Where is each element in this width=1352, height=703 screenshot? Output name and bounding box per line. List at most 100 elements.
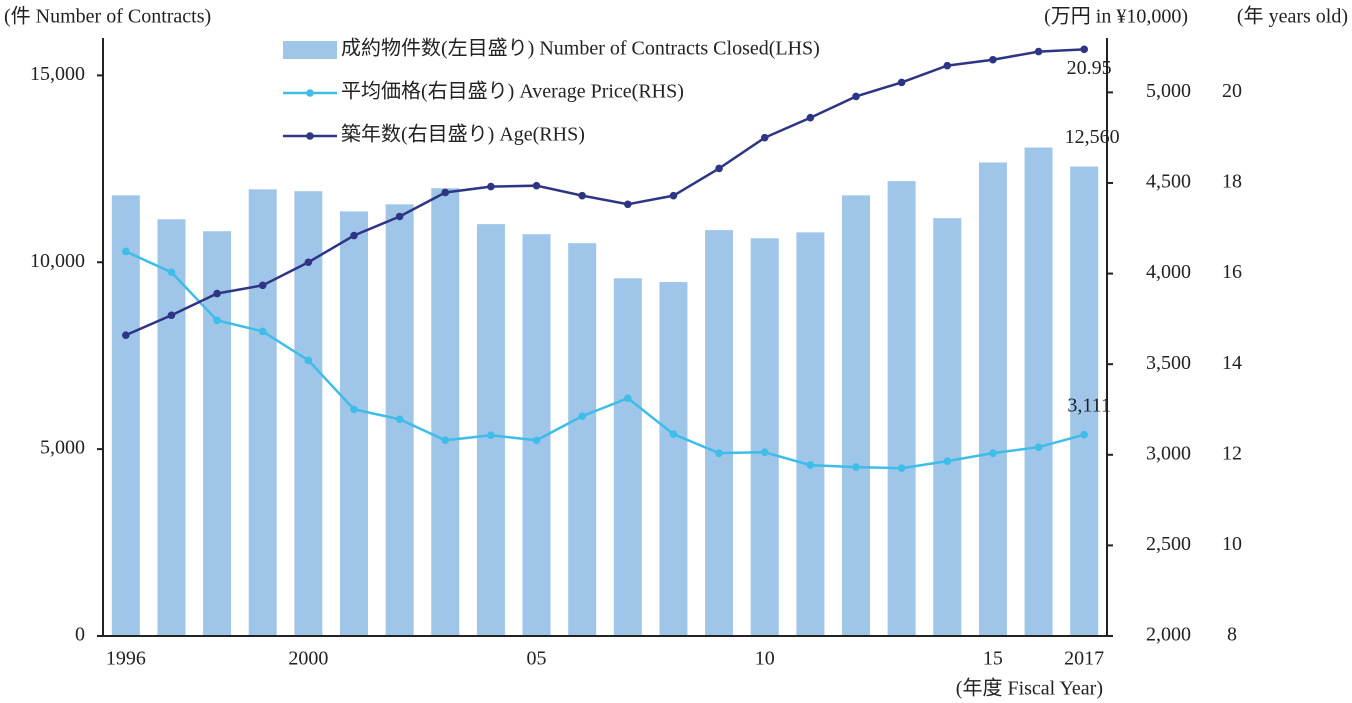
y2-tick-label: 3,500 — [1146, 352, 1191, 374]
marker — [258, 327, 267, 336]
bar — [796, 232, 825, 636]
marker — [760, 133, 769, 142]
marker — [304, 356, 313, 365]
marker — [350, 405, 358, 414]
y3-axis-title: (年 years old) — [1237, 5, 1348, 28]
bar — [1024, 147, 1053, 637]
bar — [887, 181, 916, 637]
marker — [624, 200, 632, 209]
y-axis-title: (件 Number of Contracts) — [4, 5, 211, 28]
marker — [578, 191, 586, 200]
marker — [441, 188, 450, 197]
marker — [715, 164, 723, 173]
bar — [476, 224, 505, 636]
y3-tick-label: 16 — [1222, 261, 1242, 283]
marker — [258, 281, 267, 290]
marker — [852, 92, 860, 101]
line — [125, 48, 1085, 337]
marker — [943, 457, 952, 465]
legend-marker — [306, 132, 314, 140]
x-tick-label: 2017 — [1064, 648, 1104, 670]
marker — [395, 415, 404, 424]
bar — [248, 189, 277, 636]
data-label: 12,560 — [1065, 126, 1120, 148]
y3-tick-label: 20 — [1222, 80, 1242, 102]
marker — [760, 448, 769, 457]
marker — [487, 182, 495, 191]
bar — [933, 218, 962, 636]
y-tick-label: 0 — [75, 624, 85, 646]
bar — [842, 195, 870, 636]
marker — [897, 78, 906, 87]
marker — [669, 430, 678, 438]
bar — [111, 195, 140, 636]
marker — [167, 268, 176, 277]
y3-tick-label: 12 — [1222, 442, 1242, 464]
data-label: 3,111 — [1067, 394, 1111, 416]
marker — [441, 436, 450, 445]
legend-label: 平均価格(右目盛り) Average Price(RHS) — [341, 80, 684, 103]
legend-marker — [306, 89, 314, 97]
marker — [304, 258, 313, 267]
marker — [578, 412, 586, 420]
x-tick-label: 2000 — [288, 648, 328, 670]
marker — [806, 113, 815, 122]
bar — [613, 278, 642, 636]
marker — [350, 231, 358, 240]
y-tick-label: 5,000 — [40, 437, 85, 459]
x-tick-label: 10 — [755, 648, 775, 670]
y3-tick-label: 8 — [1227, 624, 1237, 646]
y2-tick-label: 4,000 — [1146, 261, 1191, 283]
x-tick-label: 1996 — [106, 648, 146, 670]
marker — [395, 212, 404, 221]
y3-tick-label: 18 — [1222, 171, 1242, 193]
bar — [568, 243, 597, 636]
line — [125, 250, 1085, 470]
legend-label: 築年数(右目盛り) Age(RHS) — [341, 123, 585, 146]
bar — [340, 211, 368, 637]
marker — [122, 331, 130, 339]
y2-tick-label: 4,500 — [1146, 171, 1191, 193]
y2-tick-label: 5,000 — [1146, 80, 1191, 102]
marker — [1034, 47, 1043, 56]
marker — [487, 431, 495, 440]
marker — [1080, 45, 1088, 54]
bar — [705, 230, 734, 637]
marker — [852, 463, 860, 471]
x-tick-label: 05 — [527, 648, 547, 670]
y-tick-label: 10,000 — [30, 250, 85, 272]
marker — [532, 436, 541, 445]
bar — [659, 282, 688, 636]
legend-swatch — [283, 41, 337, 59]
legend-label: 成約物件数(左目盛り) Number of Contracts Closed(L… — [341, 37, 820, 60]
data-label: 20.95 — [1067, 57, 1112, 79]
marker — [989, 55, 997, 64]
bar — [157, 219, 186, 637]
bar — [978, 162, 1007, 637]
marker — [669, 191, 678, 200]
y3-tick-label: 14 — [1222, 352, 1242, 374]
marker — [532, 181, 541, 190]
y2-tick-label: 2,500 — [1146, 533, 1191, 555]
marker — [167, 311, 176, 320]
marker — [989, 449, 997, 457]
x-axis-title: (年度 Fiscal Year) — [956, 677, 1103, 700]
marker — [897, 464, 906, 472]
marker — [213, 316, 221, 325]
bar — [431, 188, 460, 636]
bar — [750, 238, 779, 636]
marker — [943, 61, 952, 70]
y2-tick-label: 3,000 — [1146, 442, 1191, 464]
x-tick-label: 15 — [983, 648, 1003, 670]
bar — [1070, 166, 1099, 636]
y3-tick-label: 10 — [1222, 533, 1242, 555]
marker — [213, 289, 221, 298]
marker — [122, 247, 130, 256]
marker — [1080, 430, 1088, 439]
y-tick-label: 15,000 — [30, 63, 85, 85]
marker — [1034, 443, 1043, 451]
marker — [806, 461, 815, 469]
y2-axis-title: (万円 in ¥10,000) — [1044, 6, 1188, 28]
marker — [624, 394, 632, 403]
